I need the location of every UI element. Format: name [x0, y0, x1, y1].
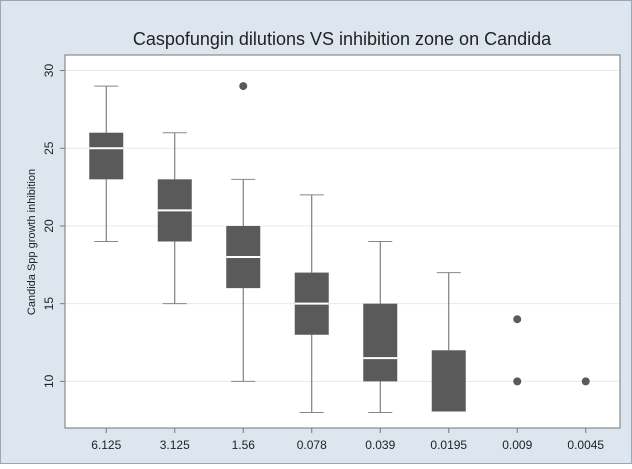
plot-area: [64, 54, 621, 429]
x-tick-label: 0.039: [365, 438, 395, 452]
outlier: [513, 377, 522, 386]
x-tick-label: 3.125: [160, 438, 190, 452]
x-tick-label: 0.078: [297, 438, 327, 452]
y-axis-label: Candida Spp growth inhibition: [26, 169, 38, 315]
box: [363, 303, 398, 382]
y-tick-label: 10: [42, 374, 56, 388]
y-tick-label: 20: [42, 219, 56, 233]
y-tick-label: 15: [42, 297, 56, 311]
x-tick-label: 0.0045: [567, 438, 604, 452]
outlier: [581, 377, 590, 386]
box: [89, 132, 124, 180]
x-tick-label: 0.0195: [430, 438, 467, 452]
x-tick-label: 6.125: [91, 438, 121, 452]
x-tick-label: 1.56: [232, 438, 256, 452]
chart-title: Caspofungin dilutions VS inhibition zone…: [133, 29, 552, 49]
y-tick-label: 30: [42, 64, 56, 78]
outlier: [239, 82, 248, 91]
box: [431, 350, 466, 413]
x-tick-label: 0.009: [502, 438, 532, 452]
y-tick-label: 25: [42, 141, 56, 155]
outlier: [513, 315, 522, 324]
